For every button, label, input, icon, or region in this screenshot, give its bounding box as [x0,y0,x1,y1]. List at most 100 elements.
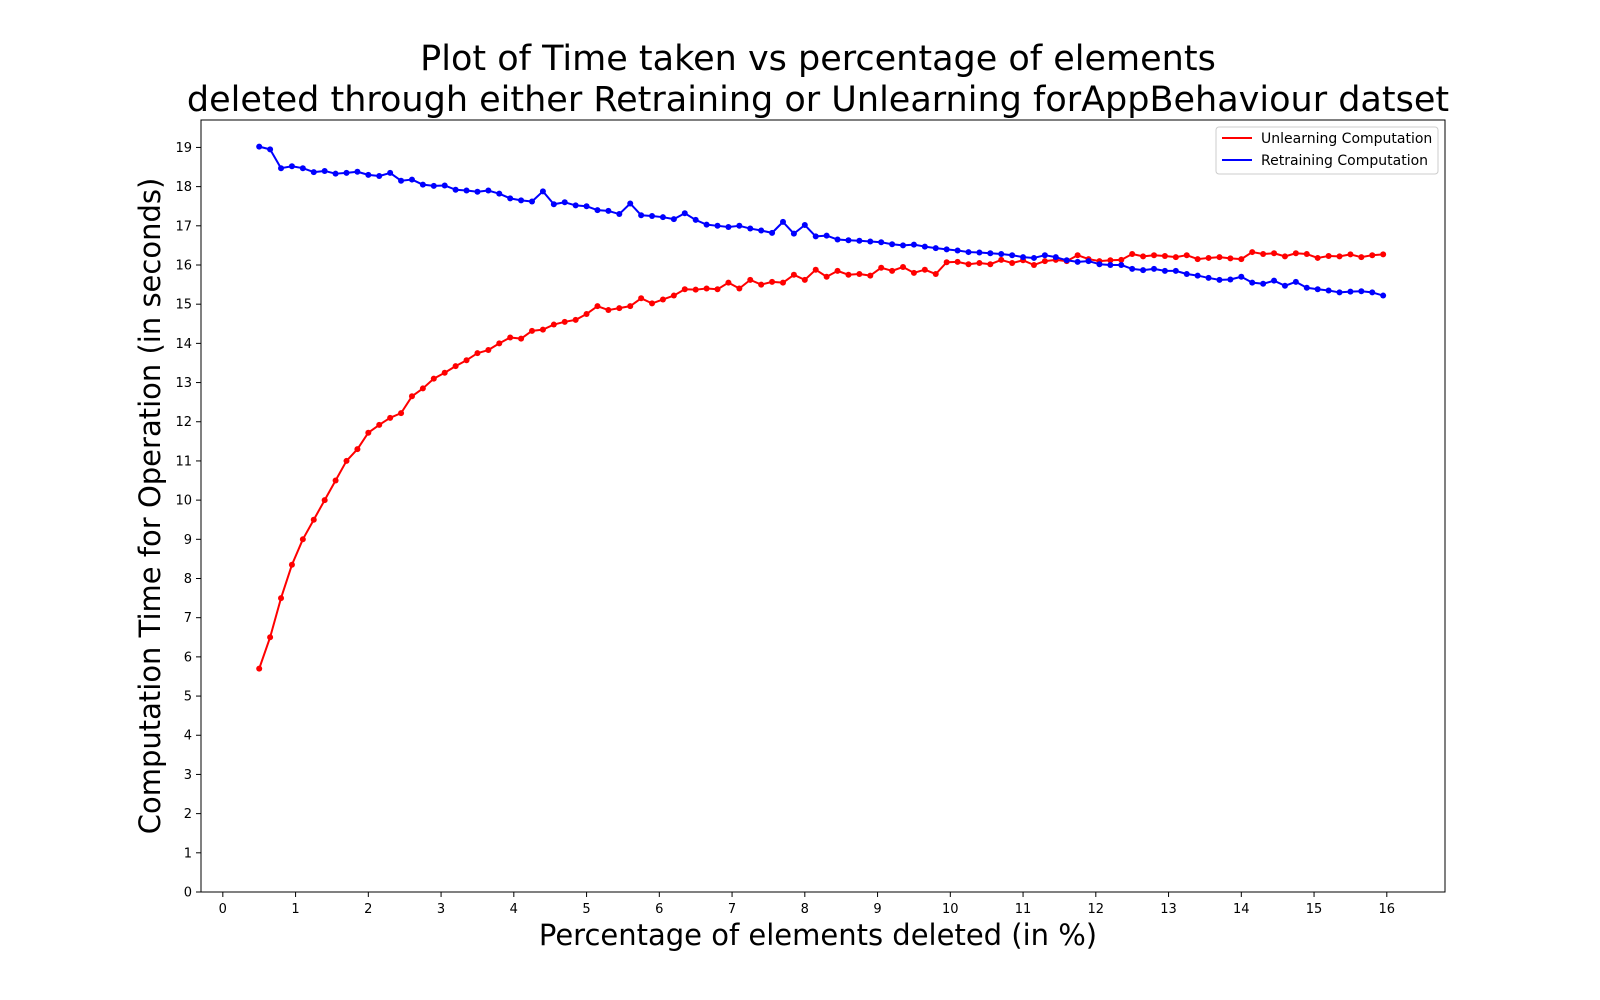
data-point-unlearning [659,296,666,303]
data-point-unlearning [343,457,350,464]
data-point-retraining [1151,265,1158,272]
data-point-unlearning [823,273,830,280]
data-point-unlearning [550,321,557,328]
data-point-retraining [725,223,732,230]
data-point-unlearning [1074,252,1081,259]
data-point-retraining [889,241,896,248]
legend-label-unlearning: Unlearning Computation [1261,131,1432,147]
data-point-retraining [408,176,415,183]
data-point-retraining [998,251,1005,258]
data-point-unlearning [518,335,525,342]
data-point-unlearning [801,276,808,283]
data-point-unlearning [627,303,634,310]
data-point-retraining [1074,258,1081,265]
data-point-retraining [1281,282,1288,289]
y-tick-label: 5 [184,690,192,705]
data-point-retraining [1205,274,1212,281]
y-tick-label: 12 [175,415,192,430]
data-point-unlearning [1030,261,1037,268]
data-point-unlearning [1271,250,1278,257]
data-point-retraining [1085,258,1092,265]
data-point-unlearning [583,310,590,317]
y-tick-label: 1 [184,846,192,861]
data-point-retraining [1336,289,1343,296]
data-point-unlearning [834,267,841,274]
data-point-unlearning [932,271,939,278]
data-point-retraining [779,218,786,225]
y-tick-label: 3 [184,768,192,783]
data-point-unlearning [332,477,339,484]
data-point-retraining [965,249,972,256]
data-point-retraining [1129,265,1136,272]
data-point-unlearning [1216,254,1223,261]
data-point-unlearning [1380,251,1387,258]
data-point-unlearning [714,286,721,293]
data-point-retraining [1260,280,1267,287]
data-point-unlearning [354,446,361,453]
y-tick-label: 17 [175,219,192,234]
data-point-unlearning [452,363,459,370]
y-tick-label: 9 [184,533,192,548]
data-point-unlearning [747,276,754,283]
data-point-unlearning [507,334,514,341]
data-point-retraining [463,187,470,194]
x-tick-label: 7 [728,902,736,917]
data-point-retraining [278,165,285,172]
x-tick-label: 14 [1233,902,1250,917]
y-tick-label: 15 [175,298,192,313]
data-point-retraining [539,188,546,195]
data-point-retraining [267,146,274,153]
data-point-retraining [878,239,885,246]
y-tick-label: 11 [175,454,192,469]
data-point-retraining [474,188,481,195]
data-point-unlearning [1161,252,1168,259]
x-axis: 0 1 2 3 4 5 6 7 8 9 10 11 12 13 14 15 16 [219,892,1395,917]
data-point-retraining [932,245,939,252]
data-point-unlearning [1369,252,1376,259]
data-point-retraining [845,237,852,244]
data-point-retraining [1325,287,1332,294]
data-point-retraining [299,165,306,172]
data-point-unlearning [681,286,688,293]
data-point-unlearning [321,497,328,504]
x-tick-label: 16 [1379,902,1396,917]
y-tick-label: 10 [175,494,192,509]
data-point-retraining [387,169,394,176]
x-tick-label: 3 [437,902,445,917]
data-point-unlearning [463,357,470,364]
y-tick-label: 18 [175,180,192,195]
data-point-retraining [1020,254,1027,261]
data-point-retraining [1063,257,1070,264]
data-point-retraining [550,201,557,208]
data-point-unlearning [1314,254,1321,261]
y-axis-label: Computation Time for Operation (in secon… [133,178,167,835]
data-point-unlearning [310,516,317,523]
data-point-retraining [649,213,656,220]
x-tick-label: 0 [219,902,227,917]
series-unlearning [256,249,1387,672]
data-point-retraining [256,143,263,150]
y-tick-label: 4 [184,729,192,744]
x-tick-label: 2 [364,902,372,917]
data-point-unlearning [878,264,885,271]
data-point-retraining [1096,261,1103,268]
data-point-retraining [605,207,612,214]
data-point-retraining [1107,261,1114,268]
data-point-retraining [670,216,677,223]
data-point-retraining [496,190,503,197]
data-point-unlearning [496,340,503,347]
data-point-retraining [659,214,666,221]
data-point-unlearning [398,410,405,417]
data-point-retraining [1227,276,1234,283]
data-point-unlearning [365,429,372,436]
legend-label-retraining: Retraining Computation [1261,153,1428,169]
data-point-retraining [1041,252,1048,259]
data-point-unlearning [485,347,492,354]
data-point-unlearning [736,285,743,292]
data-point-unlearning [1172,254,1179,261]
data-point-retraining [736,222,743,229]
data-point-retraining [627,200,634,207]
data-point-unlearning [256,665,263,672]
data-point-unlearning [703,285,710,292]
y-tick-label: 19 [175,141,192,156]
